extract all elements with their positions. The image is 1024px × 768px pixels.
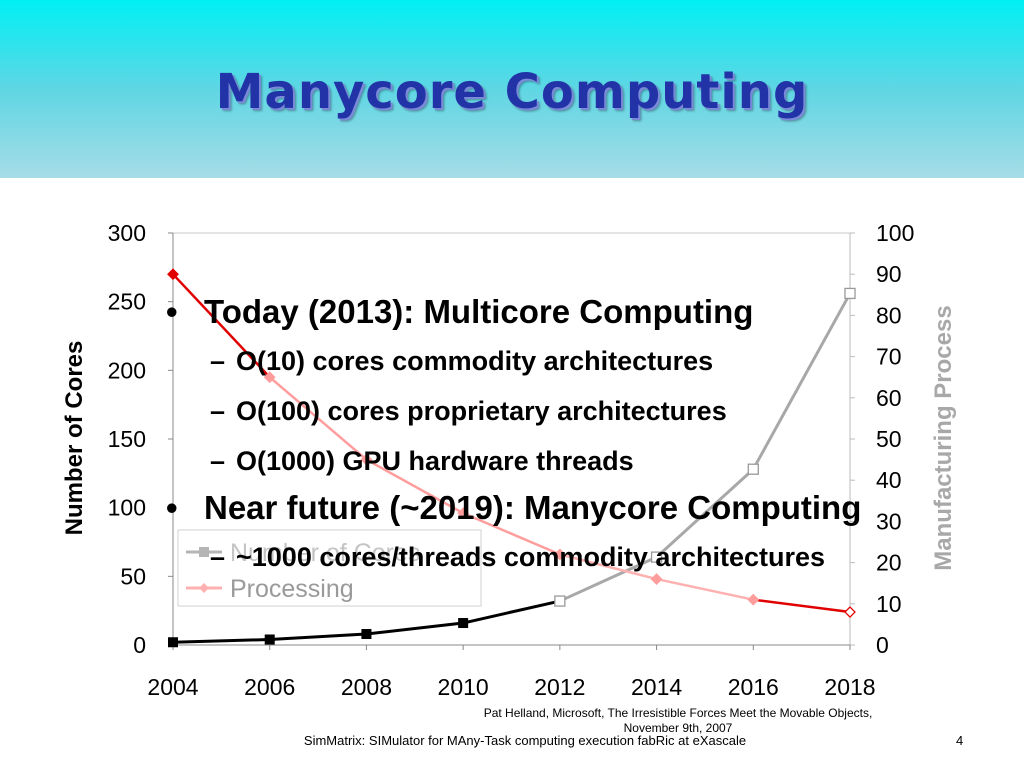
y2-tick-label: 50 bbox=[876, 426, 902, 452]
sub-bullet-dash: – bbox=[210, 346, 226, 376]
legend-cores-marker bbox=[199, 547, 209, 557]
process-data-point bbox=[553, 548, 566, 561]
series-segment bbox=[366, 621, 464, 636]
sub-bullet-text: O(10) cores commodity architectures bbox=[236, 346, 714, 376]
y2-axis-title: Manufacturing Process bbox=[930, 305, 957, 570]
bullet-text: Today (2013): Multicore Computing bbox=[204, 293, 754, 330]
bullet-item: • Near future (~2019): Manycore Computing bbox=[160, 486, 1010, 530]
bullet-item: • Today (2013): Multicore Computing bbox=[160, 290, 1010, 334]
series-segment bbox=[172, 273, 271, 379]
series-segment bbox=[559, 553, 657, 581]
y2-tick-label: 30 bbox=[876, 508, 902, 534]
x-tick-label: 2010 bbox=[438, 674, 489, 700]
series-segment bbox=[269, 632, 367, 642]
y-tick-label: 0 bbox=[133, 632, 146, 658]
cores-data-point bbox=[264, 634, 275, 645]
sub-bullet-dash: – bbox=[210, 446, 226, 476]
citation: Pat Helland, Microsoft, The Irresistible… bbox=[483, 706, 873, 735]
sub-bullet-dash: – bbox=[210, 542, 226, 572]
bullet-text: Near future (~2019): Manycore Computing bbox=[204, 489, 862, 526]
sub-bullet-text: O(100) cores proprietary architectures bbox=[236, 396, 727, 426]
y2-tick-label: 20 bbox=[876, 550, 902, 576]
sub-bullet-text: O(1000) GPU hardware threads bbox=[236, 446, 634, 476]
y2-tick-label: 10 bbox=[876, 591, 902, 617]
series-segment bbox=[559, 555, 658, 603]
y2-tick-label: 40 bbox=[876, 467, 902, 493]
x-tick-label: 2004 bbox=[147, 674, 198, 700]
bullet-dot: • bbox=[166, 293, 178, 330]
x-tick-label: 2014 bbox=[631, 674, 682, 700]
x-tick-label: 2006 bbox=[244, 674, 295, 700]
title-banner bbox=[0, 0, 1024, 178]
y2-tick-label: 80 bbox=[876, 302, 902, 328]
series-segment bbox=[365, 458, 464, 515]
x-tick-label: 2012 bbox=[534, 674, 585, 700]
cores-data-point bbox=[361, 629, 372, 640]
process-data-point bbox=[457, 507, 470, 520]
cores-data-point bbox=[554, 595, 566, 607]
legend-box bbox=[177, 529, 482, 607]
sub-bullet-text: ~1000 cores/threads commodity architectu… bbox=[236, 542, 826, 572]
y2-tick-label: 0 bbox=[876, 632, 889, 658]
process-data-point bbox=[360, 453, 373, 466]
y-tick-label: 100 bbox=[108, 495, 146, 521]
sub-bullet-item: – O(100) cores proprietary architectures bbox=[160, 386, 1010, 436]
series-segment bbox=[172, 638, 270, 644]
x-tick-label: 2008 bbox=[341, 674, 392, 700]
y2-tick-label: 70 bbox=[876, 344, 902, 370]
series-segment bbox=[268, 376, 368, 461]
legend-cores-label: Number of Cores bbox=[230, 539, 420, 567]
slide-title: Manycore Computing bbox=[215, 64, 809, 120]
bullet-list: • Today (2013): Multicore Computing – O(10)… bbox=[160, 290, 1010, 582]
cores-data-point bbox=[747, 463, 759, 475]
y-axis-title: Number of Cores bbox=[61, 341, 88, 536]
cores-data-point bbox=[650, 551, 663, 563]
series-segment bbox=[462, 512, 561, 556]
cores-data-point bbox=[168, 637, 178, 648]
y-tick-label: 150 bbox=[108, 426, 146, 452]
process-data-point bbox=[650, 573, 663, 585]
sub-bullet-item: – ~1000 cores/threads commodity architect… bbox=[160, 532, 1010, 582]
x-tick-label: 2018 bbox=[824, 674, 875, 700]
legend-process-marker bbox=[199, 583, 209, 593]
y2-tick-label: 60 bbox=[876, 385, 902, 411]
series-segment bbox=[656, 577, 754, 601]
process-data-point bbox=[747, 593, 760, 606]
legend-process-label: Processing bbox=[230, 575, 354, 603]
y2-tick-label: 100 bbox=[876, 220, 914, 246]
series-segment bbox=[751, 292, 852, 470]
y-tick-label: 250 bbox=[108, 289, 146, 315]
footer-text: SimMatrix: SIMulator for MAny-Task compu… bbox=[303, 733, 747, 748]
series-segment bbox=[462, 599, 561, 625]
process-data-point bbox=[167, 268, 179, 281]
y2-tick-label: 90 bbox=[876, 261, 902, 287]
series-segment bbox=[753, 598, 851, 614]
y-tick-label: 200 bbox=[108, 357, 146, 383]
series-segment bbox=[655, 468, 755, 559]
cores-data-point bbox=[458, 618, 469, 629]
process-data-point bbox=[263, 371, 276, 384]
x-tick-label: 2016 bbox=[728, 674, 779, 700]
bullet-dot: • bbox=[166, 489, 178, 526]
sub-bullet-dash: – bbox=[210, 396, 226, 426]
sub-bullet-item: – O(1000) GPU hardware threads bbox=[160, 436, 1010, 486]
page-number: 4 bbox=[956, 733, 964, 748]
cores-data-point bbox=[844, 287, 856, 300]
y-tick-label: 300 bbox=[108, 220, 146, 246]
sub-bullet-item: – O(10) cores commodity architectures bbox=[160, 336, 1010, 386]
y-tick-label: 50 bbox=[120, 563, 146, 589]
process-data-point bbox=[844, 606, 856, 618]
